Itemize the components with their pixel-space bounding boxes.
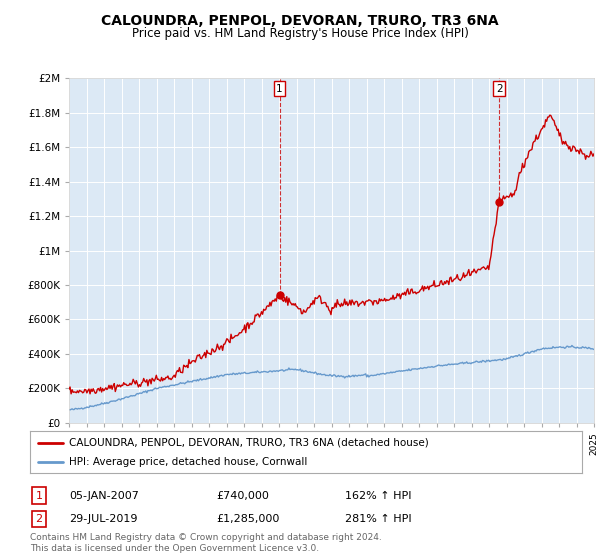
Text: 29-JUL-2019: 29-JUL-2019	[69, 514, 137, 524]
Text: Price paid vs. HM Land Registry's House Price Index (HPI): Price paid vs. HM Land Registry's House …	[131, 27, 469, 40]
Text: £1,285,000: £1,285,000	[216, 514, 280, 524]
Text: 2: 2	[496, 83, 502, 94]
Text: £740,000: £740,000	[216, 491, 269, 501]
Text: 1: 1	[276, 83, 283, 94]
Text: 05-JAN-2007: 05-JAN-2007	[69, 491, 139, 501]
Text: 2: 2	[35, 514, 43, 524]
Text: 162% ↑ HPI: 162% ↑ HPI	[345, 491, 412, 501]
Text: Contains HM Land Registry data © Crown copyright and database right 2024.: Contains HM Land Registry data © Crown c…	[30, 533, 382, 542]
Text: 281% ↑ HPI: 281% ↑ HPI	[345, 514, 412, 524]
Text: 1: 1	[35, 491, 43, 501]
Text: This data is licensed under the Open Government Licence v3.0.: This data is licensed under the Open Gov…	[30, 544, 319, 553]
Text: HPI: Average price, detached house, Cornwall: HPI: Average price, detached house, Corn…	[68, 457, 307, 467]
Text: CALOUNDRA, PENPOL, DEVORAN, TRURO, TR3 6NA: CALOUNDRA, PENPOL, DEVORAN, TRURO, TR3 6…	[101, 14, 499, 28]
Text: CALOUNDRA, PENPOL, DEVORAN, TRURO, TR3 6NA (detached house): CALOUNDRA, PENPOL, DEVORAN, TRURO, TR3 6…	[68, 437, 428, 447]
